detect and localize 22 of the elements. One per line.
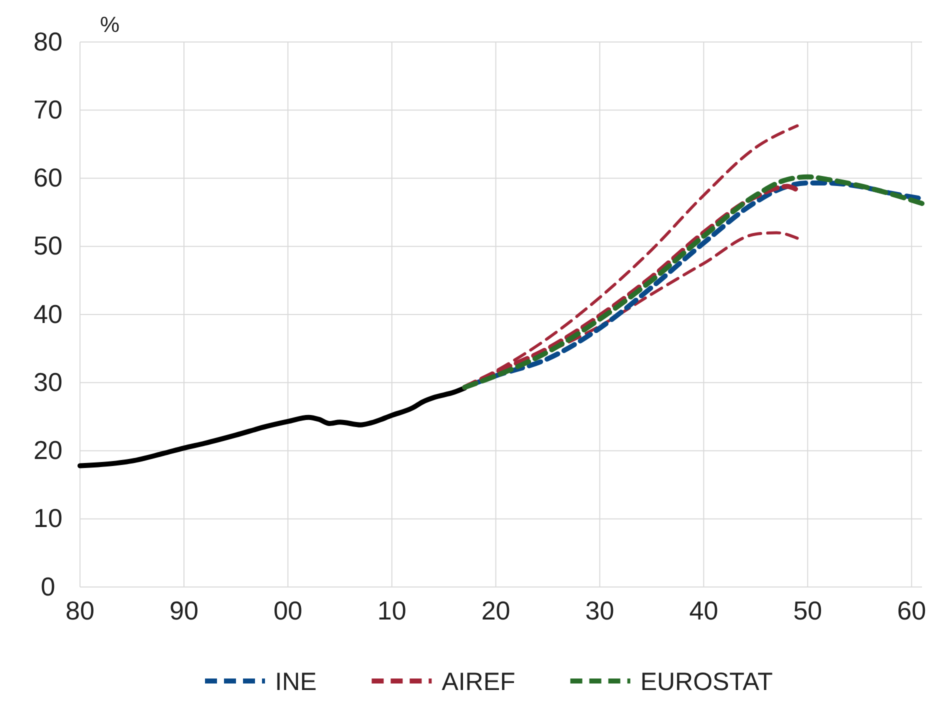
- x-tick-label: 80: [66, 595, 94, 626]
- y-tick-label: 70: [34, 94, 62, 124]
- x-tick-label: 50: [793, 595, 822, 626]
- legend-label: AIREF: [442, 668, 516, 696]
- y-tick-label: 30: [34, 366, 62, 397]
- y-tick-label: 40: [34, 298, 62, 329]
- x-tick-label: 40: [689, 595, 718, 626]
- legend-label: EUROSTAT: [640, 668, 773, 696]
- y-tick-label: 80: [34, 26, 62, 56]
- y-tick-label: 10: [34, 503, 62, 534]
- x-tick-label: 90: [169, 595, 198, 626]
- legend-label: INE: [275, 668, 317, 696]
- x-tick-label: 30: [585, 595, 614, 626]
- y-tick-label: 0: [40, 571, 56, 602]
- y-tick-label: 20: [34, 435, 62, 466]
- y-axis-title: %: [100, 12, 120, 37]
- x-tick-label: 20: [481, 595, 510, 626]
- x-tick-label: 60: [897, 595, 926, 626]
- y-tick-label: 50: [34, 230, 62, 261]
- x-tick-label: 10: [377, 595, 406, 626]
- y-tick-label: 60: [34, 162, 62, 193]
- x-tick-label: 00: [273, 595, 302, 626]
